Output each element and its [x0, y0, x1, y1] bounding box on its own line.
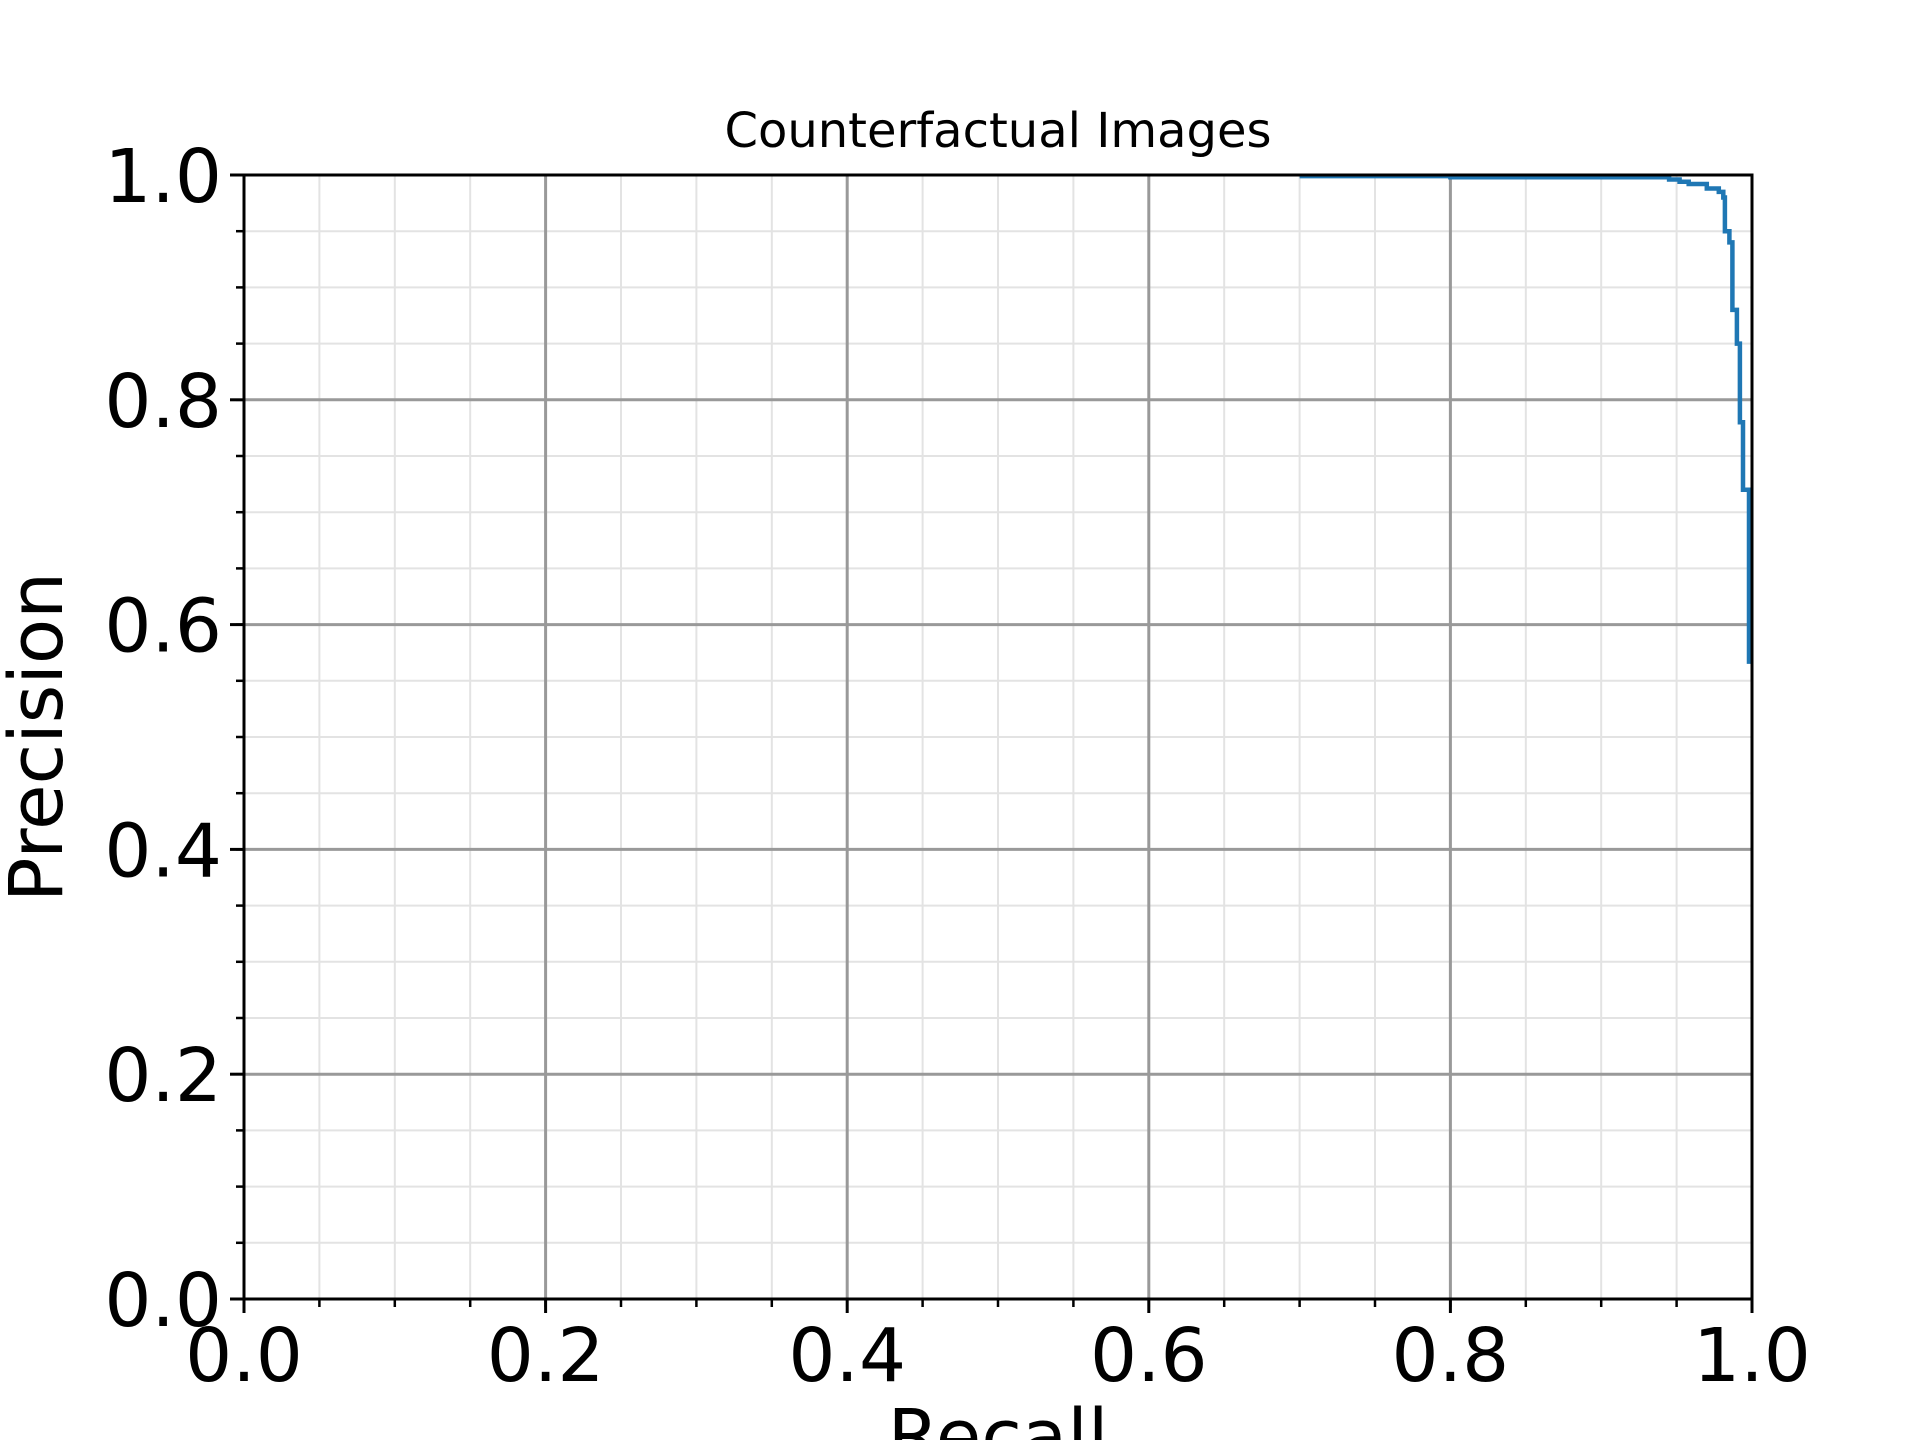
chart-title: Counterfactual Images: [724, 103, 1271, 159]
x-tick-label: 0.2: [487, 1313, 605, 1399]
x-tick-label: 0.6: [1090, 1313, 1208, 1399]
y-tick-label: 1.0: [104, 134, 222, 220]
y-tick-label: 0.4: [104, 808, 222, 894]
y-tick-label: 0.6: [104, 584, 222, 670]
pr-curve-line: [1299, 173, 1752, 664]
y-tick-label: 0.2: [104, 1033, 222, 1119]
axis-ticks: [230, 173, 1754, 1313]
x-tick-label: 0.8: [1392, 1313, 1510, 1399]
y-axis-label: Precision: [0, 572, 80, 902]
x-tick-label: 1.0: [1693, 1313, 1811, 1399]
y-tick-label: 0.8: [104, 359, 222, 445]
series-layer: [1299, 173, 1752, 664]
minor-grid: [243, 174, 1753, 1300]
x-tick-label: 0.0: [185, 1313, 303, 1399]
tick-labels: 0.0 0.2 0.4 0.6 0.8 1.0 0.0 0.2 0.4 0.6 0.8 1.0: [104, 134, 1811, 1399]
y-tick-label: 0.0: [104, 1258, 222, 1344]
x-tick-label: 0.4: [788, 1313, 906, 1399]
x-axis-label: Recall: [888, 1394, 1109, 1440]
